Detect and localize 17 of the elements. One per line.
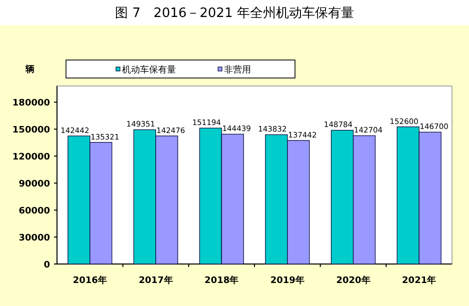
y-tick-label: 90000 [18,180,50,190]
x-tick-label: 2018年 [204,275,239,286]
x-tick-label: 2021年 [402,275,436,286]
x-tick-label: 2016年 [72,275,107,286]
legend-label: 非营用 [224,64,251,76]
y-axis-title: 辆 [24,64,34,75]
y-tick-label: 60000 [18,206,50,217]
legend-label: 机动车保有量 [122,64,176,76]
y-tick-label: 180000 [12,98,50,109]
x-tick-label: 2019年 [270,275,304,286]
x-tick-label: 2020年 [336,275,370,286]
chart-title: 图 7 2016－2021 年全州机动车保有量 [115,6,354,21]
y-tick-label: 30000 [18,234,50,244]
x-tick-label: 2017年 [138,275,173,286]
y-tick-label: 120000 [12,152,50,163]
y-tick-label: 0 [44,260,50,270]
y-tick-label: 150000 [12,126,50,136]
